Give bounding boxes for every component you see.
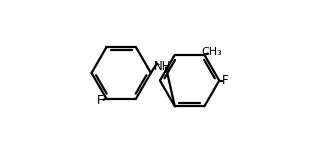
- Text: F: F: [222, 74, 228, 87]
- Text: CH₃: CH₃: [201, 47, 222, 57]
- Text: F: F: [97, 94, 104, 107]
- Text: NH: NH: [154, 60, 171, 73]
